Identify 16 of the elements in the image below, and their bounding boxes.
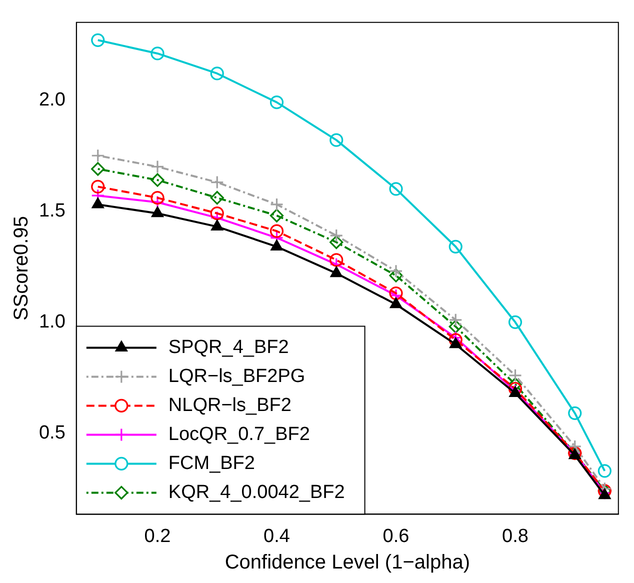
legend-label: SPQR_4_BF2	[168, 336, 289, 358]
legend-label: KQR_4_0.0042_BF2	[168, 482, 345, 503]
x-tick-label: 0.6	[382, 526, 410, 547]
legend-label: NLQR−ls_BF2	[168, 394, 292, 416]
x-tick-label: 0.2	[144, 526, 171, 547]
x-tick-label: 0.8	[502, 526, 528, 547]
legend-label: FCM_BF2	[168, 452, 255, 474]
legend-label: LocQR_0.7_BF2	[168, 424, 310, 445]
y-tick-label: 1.5	[38, 200, 66, 222]
x-axis-title: Confidence Level (1−alpha)	[224, 552, 470, 574]
y-tick-label: 1.0	[38, 311, 66, 332]
y-tick-label: 0.5	[38, 422, 66, 444]
x-tick-label: 0.4	[264, 526, 290, 547]
y-axis-title: SScore0.95	[10, 216, 33, 321]
legend-label: LQR−ls_BF2PG	[168, 366, 306, 387]
y-tick-label: 2.0	[38, 89, 66, 110]
